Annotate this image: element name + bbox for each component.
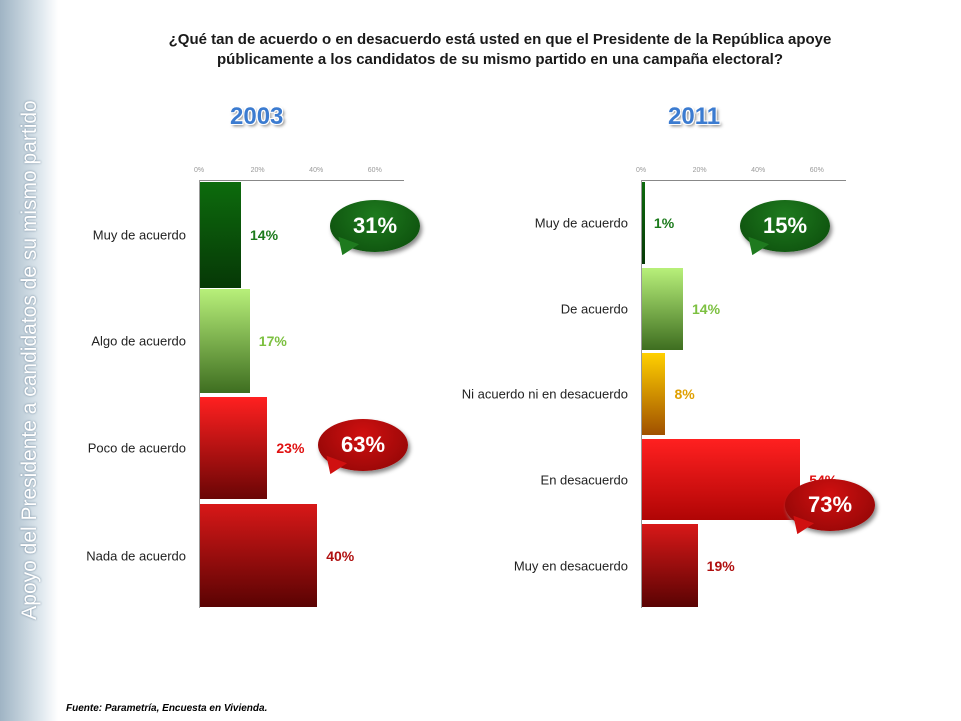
chart-year-title: 2003 [230,103,284,130]
bar [200,289,250,393]
category-label: Poco de acuerdo [87,440,186,456]
chart-year-title: 2011 [668,103,721,130]
bar [642,353,666,435]
bubble-total: 63% [340,432,386,457]
speech-bubble: 73% [785,479,875,531]
bubble-total: 73% [807,492,853,517]
bar [200,182,242,288]
bar [642,524,698,607]
x-tick-label: 20% [692,167,707,174]
category-label: Nada de acuerdo [86,548,186,563]
x-axis [641,180,847,181]
sidebar: Apoyo del Presidente a candidatos de su … [0,0,58,721]
x-tick-label: 0% [193,167,205,174]
y-axis [641,180,642,608]
category-label: Muy de acuerdo [92,227,186,243]
value-label: 14% [692,301,721,317]
bar [642,439,801,520]
speech-bubble: 31% [330,200,420,252]
bubble-total: 15% [762,213,808,238]
value-label: 17% [258,333,287,349]
value-label: 14% [250,227,279,243]
value-label: 40% [326,547,355,564]
x-tick-label: 60% [367,167,382,174]
source-footer: Fuente: Parametría, Encuesta en Vivienda… [66,703,268,714]
x-tick-label: 0% [635,167,647,174]
value-label: 23% [276,440,305,456]
x-tick-label: 40% [751,167,766,174]
value-label: 1% [653,215,675,231]
x-tick-label: 60% [809,167,824,174]
value-label: 19% [706,557,735,574]
speech-bubble: 15% [740,200,830,252]
category-label: En desacuerdo [540,472,628,487]
sidebar-title: Apoyo del Presidente a candidatos de su … [18,100,41,620]
question-title: ¿Qué tan de acuerdo o en desacuerdo está… [150,30,850,70]
category-label: Muy en desacuerdo [513,558,628,573]
category-label: Muy de acuerdo [534,215,628,231]
x-tick-label: 20% [250,167,265,174]
speech-bubble: 63% [318,419,408,471]
title-line-1: ¿Qué tan de acuerdo o en desacuerdo está… [168,31,832,48]
x-tick-label: 40% [309,167,324,174]
category-label: Ni acuerdo ni en desacuerdo [461,386,628,402]
x-axis [199,180,405,181]
title-line-2: públicamente a los candidatos de su mism… [217,51,783,68]
bar [642,182,645,264]
value-label: 8% [674,386,695,402]
category-label: De acuerdo [560,301,628,317]
bar [200,397,268,499]
bar [200,504,318,607]
category-label: Algo de acuerdo [91,333,186,349]
bar [642,268,684,350]
bubble-total: 31% [352,213,398,238]
y-axis [199,180,200,608]
